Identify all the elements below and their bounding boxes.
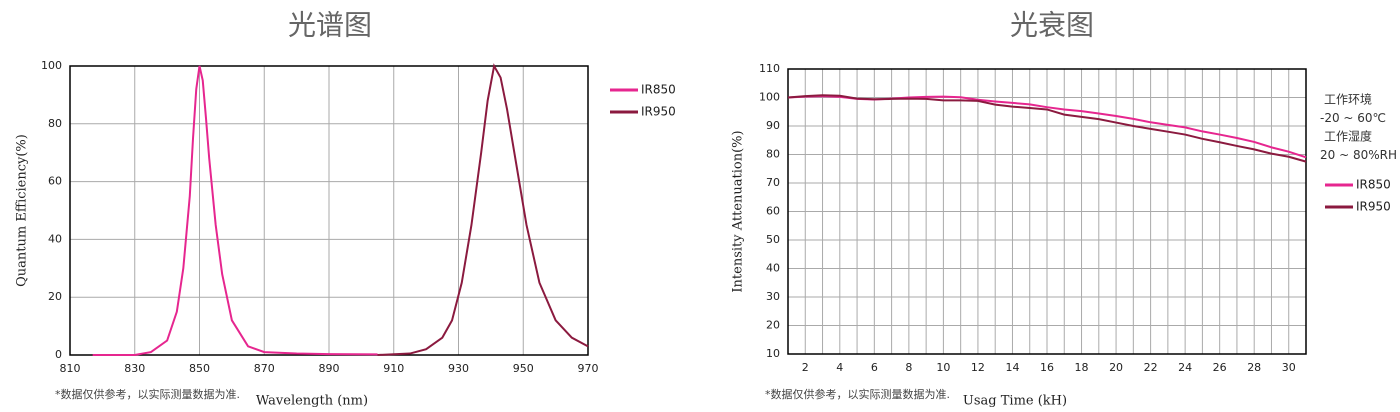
x-tick-label: 930 — [448, 362, 469, 375]
x-tick-label: 850 — [189, 362, 210, 375]
x-tick-label: 2 — [802, 361, 809, 374]
y-tick-label: 30 — [766, 290, 780, 303]
x-tick-label: 10 — [936, 361, 950, 374]
y-tick-label: 100 — [41, 59, 62, 72]
y-tick-label: 40 — [766, 262, 780, 275]
x-axis-label: Usag Time (kH) — [963, 394, 1067, 409]
chart-title: 光衰图 — [1010, 9, 1094, 42]
annotation: 工作环境 — [1324, 92, 1372, 107]
x-tick-label: 810 — [60, 362, 81, 375]
y-tick-label: 20 — [48, 290, 62, 303]
legend-label: IR850 — [1356, 178, 1391, 192]
y-tick-label: 80 — [766, 148, 780, 161]
y-tick-label: 40 — [48, 232, 62, 245]
x-tick-label: 950 — [513, 362, 534, 375]
x-tick-label: 830 — [124, 362, 145, 375]
x-tick-label: 30 — [1282, 361, 1296, 374]
y-tick-label: 50 — [766, 233, 780, 246]
annotation: 工作湿度 — [1324, 129, 1372, 144]
x-tick-label: 28 — [1247, 361, 1261, 374]
x-axis-label: Wavelength (nm) — [256, 394, 368, 409]
x-tick-label: 12 — [971, 361, 985, 374]
y-tick-label: 110 — [759, 62, 780, 75]
annotation: 20 ~ 80%RH — [1320, 148, 1397, 162]
chart-title: 光谱图 — [288, 9, 372, 42]
series-line — [92, 65, 378, 356]
y-tick-label: 90 — [766, 119, 780, 132]
y-tick-label: 80 — [48, 117, 62, 130]
y-tick-label: 70 — [766, 176, 780, 189]
series-line — [787, 94, 1307, 163]
legend-label: IR950 — [1356, 200, 1391, 214]
note: *数据仅供参考，以实际测量数据为准. — [55, 387, 240, 401]
y-axis-label: Quantum Efficiency(%) — [15, 134, 30, 287]
x-tick-label: 18 — [1075, 361, 1089, 374]
y-axis-label: Intensity Attenuation(%) — [731, 130, 746, 292]
y-tick-label: 60 — [766, 205, 780, 218]
x-tick-label: 22 — [1144, 361, 1158, 374]
y-tick-label: 60 — [48, 175, 62, 188]
x-tick-label: 4 — [836, 361, 843, 374]
y-tick-label: 10 — [766, 347, 780, 360]
legend-label: IR850 — [641, 83, 676, 97]
x-tick-label: 970 — [578, 362, 599, 375]
legend-label: IR950 — [641, 105, 676, 119]
x-tick-label: 24 — [1178, 361, 1192, 374]
y-tick-label: 20 — [766, 319, 780, 332]
y-tick-label: 0 — [55, 348, 62, 361]
x-tick-label: 6 — [871, 361, 878, 374]
x-tick-label: 910 — [383, 362, 404, 375]
annotation: -20 ~ 60℃ — [1320, 111, 1386, 125]
series-line — [377, 63, 589, 356]
x-tick-label: 16 — [1040, 361, 1054, 374]
x-tick-label: 26 — [1213, 361, 1227, 374]
note: *数据仅供参考，以实际测量数据为准. — [765, 387, 950, 401]
x-tick-label: 870 — [254, 362, 275, 375]
x-tick-label: 20 — [1109, 361, 1123, 374]
x-tick-label: 890 — [319, 362, 340, 375]
x-tick-label: 8 — [905, 361, 912, 374]
plot-frame — [787, 68, 1307, 355]
x-tick-label: 14 — [1005, 361, 1019, 374]
y-tick-label: 100 — [759, 91, 780, 104]
